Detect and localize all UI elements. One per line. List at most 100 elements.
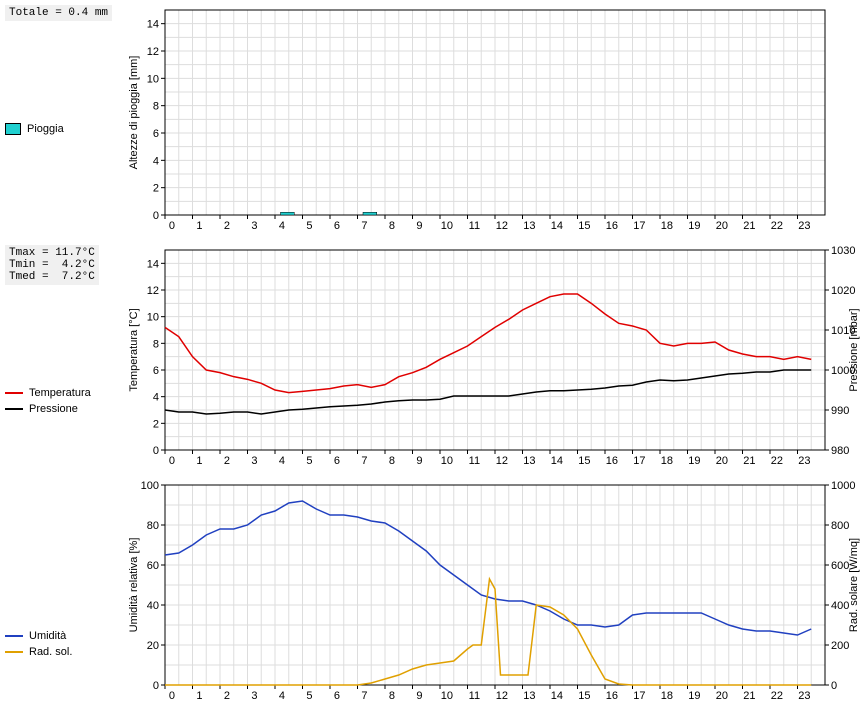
svg-text:0: 0 (153, 680, 159, 692)
svg-text:13: 13 (523, 455, 535, 467)
svg-text:3: 3 (251, 455, 257, 467)
svg-text:12: 12 (147, 46, 159, 58)
svg-text:7: 7 (361, 690, 367, 702)
svg-text:10: 10 (147, 73, 159, 85)
svg-text:5: 5 (306, 455, 312, 467)
chart-row-humidity: UmiditàRad. sol. 01234567891011121314151… (5, 480, 855, 705)
legend-items-1: Pioggia (5, 123, 125, 135)
svg-text:23: 23 (798, 220, 810, 232)
svg-text:980: 980 (831, 445, 849, 457)
svg-text:17: 17 (633, 220, 645, 232)
svg-text:4: 4 (279, 690, 285, 702)
svg-text:8: 8 (389, 690, 395, 702)
svg-text:0: 0 (153, 210, 159, 222)
svg-text:17: 17 (633, 690, 645, 702)
chart-row-temp: Tmax = 11.7°C Tmin = 4.2°C Tmed = 7.2°C … (5, 245, 855, 470)
svg-text:17: 17 (633, 455, 645, 467)
svg-text:22: 22 (771, 690, 783, 702)
svg-text:20: 20 (716, 455, 728, 467)
svg-text:60: 60 (147, 560, 159, 572)
legend-item: Rad. sol. (5, 646, 125, 658)
svg-text:16: 16 (606, 690, 618, 702)
svg-text:Umidità relativa [%]: Umidità relativa [%] (128, 538, 140, 633)
svg-text:6: 6 (334, 690, 340, 702)
svg-text:0: 0 (831, 680, 837, 692)
svg-text:10: 10 (441, 690, 453, 702)
legend-swatch (5, 635, 23, 637)
legend-swatch (5, 408, 23, 410)
svg-text:990: 990 (831, 405, 849, 417)
legend-swatch (5, 123, 21, 135)
svg-text:13: 13 (523, 220, 535, 232)
svg-text:15: 15 (578, 220, 590, 232)
svg-text:1: 1 (196, 220, 202, 232)
svg-text:16: 16 (606, 455, 618, 467)
svg-text:23: 23 (798, 690, 810, 702)
svg-text:2: 2 (224, 455, 230, 467)
svg-text:100: 100 (141, 480, 159, 492)
svg-text:4: 4 (279, 455, 285, 467)
svg-text:21: 21 (743, 455, 755, 467)
svg-text:2: 2 (224, 220, 230, 232)
svg-text:4: 4 (153, 392, 159, 404)
legend-label: Rad. sol. (29, 646, 72, 658)
svg-text:2: 2 (153, 418, 159, 430)
svg-text:9: 9 (416, 220, 422, 232)
svg-text:8: 8 (153, 101, 159, 113)
svg-text:1020: 1020 (831, 285, 855, 297)
svg-text:18: 18 (661, 455, 673, 467)
svg-text:1: 1 (196, 690, 202, 702)
svg-text:2: 2 (153, 183, 159, 195)
chart-temp-pressure: 0123456789101112131415161718192021222302… (125, 245, 860, 470)
chart-humidity-solar: 0123456789101112131415161718192021222302… (125, 480, 860, 705)
svg-text:6: 6 (153, 365, 159, 377)
svg-text:12: 12 (496, 220, 508, 232)
svg-text:19: 19 (688, 220, 700, 232)
legend-swatch (5, 651, 23, 653)
svg-text:8: 8 (389, 455, 395, 467)
svg-text:600: 600 (831, 560, 849, 572)
svg-text:8: 8 (153, 338, 159, 350)
legend-item: Umidità (5, 630, 125, 642)
svg-text:18: 18 (661, 690, 673, 702)
svg-text:10: 10 (441, 455, 453, 467)
svg-text:12: 12 (496, 455, 508, 467)
svg-text:5: 5 (306, 690, 312, 702)
svg-text:14: 14 (551, 690, 563, 702)
svg-text:15: 15 (578, 455, 590, 467)
svg-text:8: 8 (389, 220, 395, 232)
svg-text:19: 19 (688, 690, 700, 702)
svg-text:3: 3 (251, 690, 257, 702)
svg-text:14: 14 (551, 220, 563, 232)
svg-text:12: 12 (496, 690, 508, 702)
rain-total-stat: Totale = 0.4 mm (5, 5, 112, 21)
svg-text:1000: 1000 (831, 480, 855, 492)
svg-text:1030: 1030 (831, 245, 855, 257)
svg-text:20: 20 (716, 220, 728, 232)
legend-swatch (5, 392, 23, 394)
svg-text:23: 23 (798, 455, 810, 467)
legend-col-1: Totale = 0.4 mm Pioggia (5, 5, 125, 139)
svg-text:10: 10 (147, 312, 159, 324)
svg-text:0: 0 (169, 455, 175, 467)
legend-item: Pioggia (5, 123, 125, 135)
svg-text:21: 21 (743, 690, 755, 702)
legend-label: Pioggia (27, 123, 64, 135)
svg-text:Rad. solare [W/mq]: Rad. solare [W/mq] (848, 538, 860, 632)
legend-item: Pressione (5, 403, 125, 415)
svg-text:Altezze di pioggia [mm]: Altezze di pioggia [mm] (128, 56, 140, 170)
svg-text:14: 14 (147, 19, 159, 31)
svg-text:0: 0 (169, 220, 175, 232)
svg-text:7: 7 (361, 220, 367, 232)
charts-container: Totale = 0.4 mm Pioggia 0123456789101112… (5, 5, 855, 705)
chart-row-rain: Totale = 0.4 mm Pioggia 0123456789101112… (5, 5, 855, 235)
svg-text:11: 11 (469, 690, 480, 702)
svg-text:4: 4 (153, 155, 159, 167)
svg-text:7: 7 (361, 455, 367, 467)
svg-text:11: 11 (469, 455, 480, 467)
svg-text:80: 80 (147, 520, 159, 532)
legend-label: Temperatura (29, 387, 91, 399)
legend-col-2: Tmax = 11.7°C Tmin = 4.2°C Tmed = 7.2°C … (5, 245, 125, 419)
svg-text:22: 22 (771, 220, 783, 232)
svg-text:40: 40 (147, 600, 159, 612)
